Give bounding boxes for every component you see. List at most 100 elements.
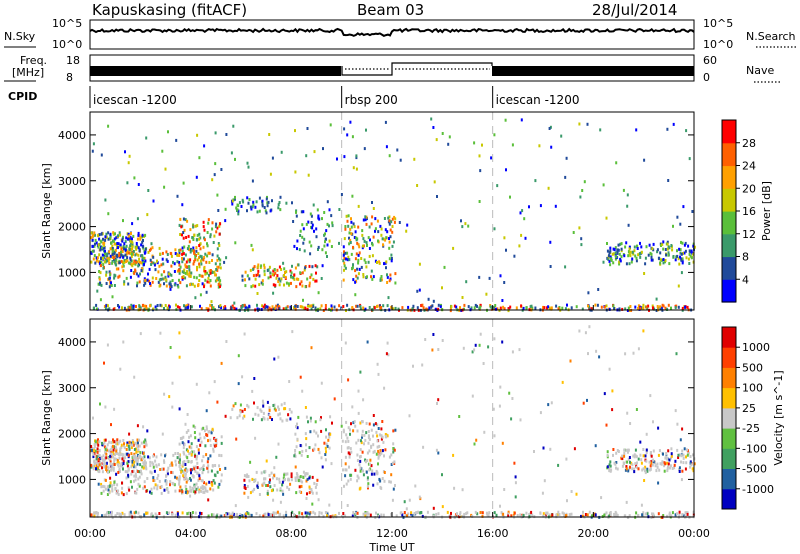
- power-cell: [210, 304, 213, 307]
- power-cell: [255, 273, 258, 277]
- power-cell: [249, 205, 252, 209]
- velocity-cell: [667, 465, 669, 469]
- power-cell: [155, 307, 158, 311]
- power-cell: [470, 306, 473, 310]
- power-cell: [495, 307, 497, 311]
- velocity-cell: [186, 413, 189, 416]
- power-cell: [342, 278, 345, 282]
- power-cell: [251, 248, 254, 252]
- velocity-cell: [90, 465, 93, 469]
- velocity-cell: [658, 468, 661, 472]
- velocity-cell: [266, 484, 269, 487]
- power-cell: [370, 269, 373, 273]
- power-cell: [642, 303, 645, 307]
- power-cell: [130, 303, 133, 307]
- power-cell: [380, 275, 383, 278]
- power-cell: [211, 253, 214, 257]
- velocity-cell: [342, 430, 345, 434]
- power-cell: [366, 275, 368, 279]
- power-cell: [285, 270, 288, 274]
- velocity-cell: [190, 468, 193, 472]
- power-cell: [98, 253, 101, 257]
- power-cell: [679, 251, 682, 255]
- power-cell: [168, 305, 171, 309]
- velocity-cell: [102, 454, 105, 458]
- velocity-cell: [128, 488, 131, 492]
- power-cell: [493, 227, 496, 231]
- power-cell: [175, 303, 177, 307]
- velocity-cell: [163, 459, 165, 463]
- power-cell: [478, 200, 481, 203]
- velocity-cell: [220, 435, 223, 439]
- velocity-cell: [290, 478, 293, 482]
- power-cell: [302, 306, 305, 310]
- velocity-cell: [317, 434, 319, 438]
- velocity-cell: [294, 449, 297, 452]
- power-cell: [599, 128, 602, 132]
- velocity-cell: [379, 453, 382, 457]
- power-cell: [358, 251, 361, 255]
- velocity-cell: [376, 482, 379, 486]
- power-cell: [207, 276, 210, 280]
- velocity-cell: [103, 485, 106, 489]
- velocity-cell: [269, 485, 272, 489]
- velocity-cell: [113, 459, 116, 463]
- velocity-cell: [384, 448, 387, 452]
- velocity-cell: [377, 455, 380, 459]
- power-cell: [279, 279, 282, 283]
- velocity-cell: [360, 441, 363, 445]
- power-cell: [365, 222, 368, 226]
- x-tick-label: 04:00: [175, 527, 207, 540]
- power-cell: [602, 183, 605, 187]
- velocity-cell: [122, 462, 125, 466]
- velocity-cell: [255, 470, 258, 474]
- velocity-cell: [124, 456, 127, 460]
- velocity-cell: [588, 510, 591, 514]
- velocity-cell: [664, 462, 667, 466]
- velocity-cell: [376, 445, 379, 449]
- power-cell: [194, 224, 197, 228]
- velocity-cell: [342, 468, 344, 472]
- power-cell: [528, 205, 530, 209]
- power-cell: [635, 259, 638, 263]
- power-cell: [169, 285, 172, 289]
- power-cell: [352, 245, 354, 249]
- velocity-cell: [676, 512, 678, 516]
- velocity-cell: [563, 512, 565, 516]
- power-cell: [314, 306, 317, 310]
- velocity-cell: [642, 454, 645, 458]
- velocity-cell: [404, 513, 407, 517]
- power-cell: [633, 249, 636, 253]
- power-cell: [93, 231, 96, 235]
- velocity-cell: [97, 453, 100, 457]
- power-cell: [635, 256, 638, 260]
- velocity-cell: [315, 483, 318, 486]
- velocity-cell: [249, 460, 252, 464]
- velocity-cell: [315, 431, 318, 435]
- power-cell: [255, 200, 258, 204]
- velocity-cell: [343, 484, 345, 488]
- velocity-cell: [182, 435, 185, 439]
- power-cell: [388, 240, 391, 244]
- power-cell: [667, 179, 670, 182]
- velocity-cell: [97, 482, 100, 486]
- velocity-cell: [116, 483, 119, 487]
- velocity-cell: [305, 415, 308, 419]
- power-cell: [679, 222, 682, 226]
- power-cell: [130, 269, 133, 272]
- power-cell: [330, 304, 333, 308]
- velocity-cell: [323, 441, 326, 445]
- power-cell: [310, 214, 313, 218]
- power-cell: [299, 305, 302, 309]
- velocity-cell: [97, 438, 99, 442]
- velocity-cell: [628, 467, 631, 471]
- velocity-cell: [274, 408, 277, 412]
- power-cell: [311, 265, 314, 269]
- power-cell: [648, 243, 651, 247]
- power-cell: [117, 304, 119, 307]
- power-cell: [190, 305, 193, 309]
- velocity-cell: [96, 447, 99, 451]
- power-cell: [353, 225, 356, 229]
- power-cell: [670, 306, 672, 310]
- velocity-cell: [426, 510, 429, 514]
